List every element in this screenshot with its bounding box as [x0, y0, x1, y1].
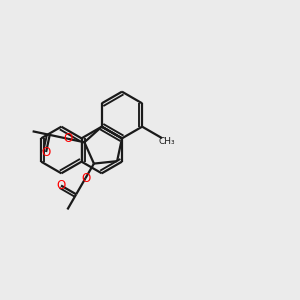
Text: CH₃: CH₃: [159, 137, 175, 146]
Text: O: O: [81, 172, 90, 184]
Text: O: O: [41, 146, 51, 158]
Text: O: O: [63, 132, 73, 145]
Text: O: O: [56, 179, 66, 192]
